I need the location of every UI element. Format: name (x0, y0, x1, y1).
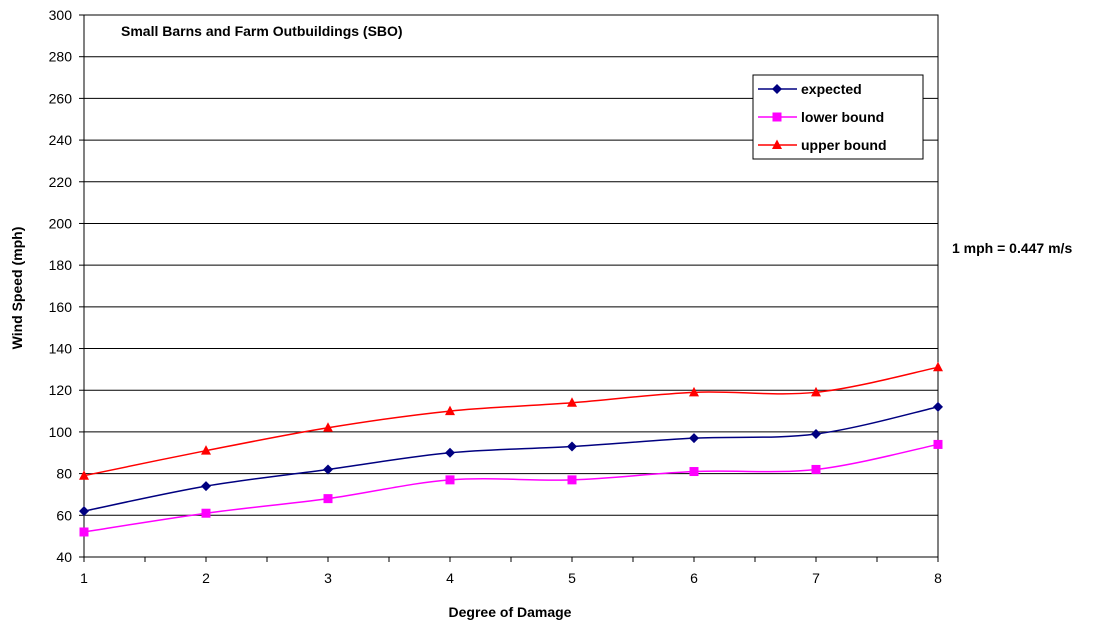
legend-label: upper bound (801, 137, 887, 153)
y-tick-label: 200 (49, 215, 73, 231)
y-tick-label: 120 (49, 382, 73, 398)
y-tick-label: 180 (49, 257, 73, 273)
x-tick-label: 7 (812, 570, 820, 586)
y-tick-label: 80 (56, 466, 72, 482)
legend-entry: lower bound (758, 109, 884, 125)
data-point (689, 433, 699, 444)
data-point (79, 470, 89, 480)
series-expected (79, 401, 943, 517)
y-tick-label: 260 (49, 90, 73, 106)
data-point (323, 494, 333, 504)
y-axis-label: Wind Speed (mph) (9, 227, 25, 350)
legend-marker (772, 112, 782, 122)
data-point (933, 401, 943, 412)
chart-title: Small Barns and Farm Outbuildings (SBO) (121, 23, 403, 39)
y-tick-label: 280 (49, 49, 73, 65)
series-upper-bound (79, 361, 943, 480)
legend-label: lower bound (801, 109, 884, 125)
x-tick-label: 8 (934, 570, 942, 586)
y-tick-label: 220 (49, 174, 73, 190)
legend-label: expected (801, 81, 862, 97)
series-line (83, 443, 939, 533)
data-point (445, 447, 455, 458)
y-tick-label: 300 (49, 7, 73, 23)
data-point (811, 429, 821, 440)
x-axis-label: Degree of Damage (449, 604, 572, 620)
x-tick-label: 3 (324, 570, 332, 586)
data-point (933, 439, 943, 449)
y-tick-label: 240 (49, 132, 73, 148)
x-tick-label: 6 (690, 570, 698, 586)
y-tick-label: 60 (56, 507, 72, 523)
series-lower-bound (79, 439, 943, 537)
data-point (811, 386, 821, 397)
series-line (83, 406, 939, 512)
legend-marker (772, 84, 782, 94)
y-tick-label: 40 (56, 549, 72, 565)
data-point (323, 464, 333, 475)
x-tick-label: 2 (202, 570, 210, 586)
legend-entry: expected (758, 81, 862, 97)
unit-conversion-note: 1 mph = 0.447 m/s (952, 240, 1072, 256)
x-tick-label: 4 (446, 570, 454, 586)
data-point (811, 464, 821, 474)
data-point (689, 386, 699, 397)
data-point (201, 481, 211, 492)
data-point (79, 527, 89, 537)
data-point (79, 506, 89, 517)
data-point (689, 467, 699, 477)
data-point (201, 508, 211, 518)
legend: expected lower bound upper bound (752, 74, 924, 160)
x-tick-label: 5 (568, 570, 576, 586)
legend-marker (772, 139, 782, 149)
y-tick-label: 160 (49, 299, 73, 315)
series-line (83, 366, 939, 477)
data-point (933, 361, 943, 372)
legend-entry: upper bound (758, 137, 887, 153)
data-point (567, 475, 577, 485)
y-axis: 40 60 80 100 120 140 160 180 200 220 240 260 280 300 (49, 7, 84, 565)
data-point (201, 445, 211, 455)
series-group (79, 361, 943, 537)
data-point (567, 397, 577, 407)
x-tick-label: 1 (80, 570, 88, 586)
data-point (445, 405, 455, 416)
y-tick-label: 100 (49, 424, 73, 440)
data-point (323, 422, 333, 432)
data-point (567, 441, 577, 452)
y-tick-label: 140 (49, 341, 73, 357)
data-point (445, 475, 455, 485)
x-axis: 1 2 3 4 5 6 7 8 (80, 557, 942, 586)
